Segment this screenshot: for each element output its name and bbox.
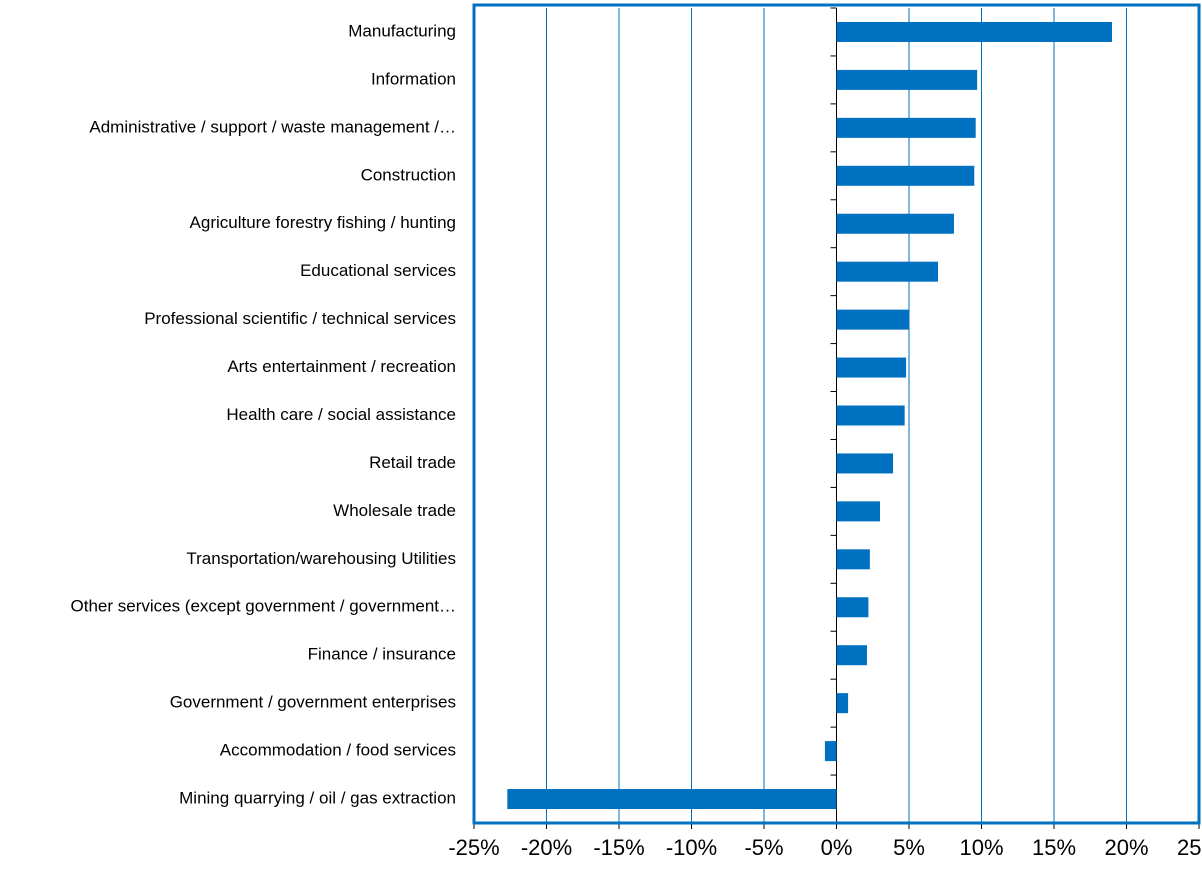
category-label: Information (371, 69, 456, 88)
category-label: Government / government enterprises (170, 693, 456, 712)
category-label: Administrative / support / waste managem… (89, 117, 456, 136)
category-label: Accommodation / food services (220, 741, 456, 760)
x-tick-label: -25% (448, 835, 499, 860)
bar (836, 597, 869, 618)
x-tick-label: 25% (1177, 835, 1202, 860)
x-tick-label: -5% (744, 835, 783, 860)
x-tick-label: 10% (959, 835, 1003, 860)
category-label: Health care / social assistance (226, 405, 456, 424)
x-tick-label: 15% (1032, 835, 1076, 860)
category-label: Professional scientific / technical serv… (144, 309, 456, 328)
bar (836, 165, 975, 186)
x-tick-label: 0% (821, 835, 853, 860)
x-tick-label: 5% (893, 835, 925, 860)
category-label: Other services (except government / gove… (71, 597, 457, 616)
category-label: Manufacturing (348, 21, 456, 40)
category-label: Arts entertainment / recreation (227, 357, 456, 376)
category-label: Transportation/warehousing Utilities (186, 549, 456, 568)
bar (836, 261, 938, 282)
plot-frame (472, 3, 1201, 825)
category-label: Finance / insurance (308, 645, 456, 664)
bar (836, 549, 870, 570)
bar (836, 69, 978, 90)
bar (836, 21, 1112, 42)
bar (836, 357, 907, 378)
category-label: Educational services (300, 261, 456, 280)
bar (836, 453, 894, 474)
bar (824, 741, 837, 762)
bar (836, 213, 954, 234)
x-tick-label: -15% (593, 835, 644, 860)
x-tick-label: 20% (1104, 835, 1148, 860)
bar (507, 789, 837, 810)
bar (836, 117, 976, 138)
x-tick-label: -10% (666, 835, 717, 860)
category-label: Construction (361, 165, 456, 184)
bar (836, 693, 849, 714)
bar (836, 405, 905, 426)
x-tick-label: -20% (521, 835, 572, 860)
category-label: Retail trade (369, 453, 456, 472)
bar (836, 501, 880, 522)
bar (836, 645, 867, 666)
category-label: Mining quarrying / oil / gas extraction (179, 789, 456, 808)
category-label: Agriculture forestry fishing / hunting (190, 213, 456, 232)
category-label: Wholesale trade (333, 501, 456, 520)
bar (836, 309, 909, 330)
